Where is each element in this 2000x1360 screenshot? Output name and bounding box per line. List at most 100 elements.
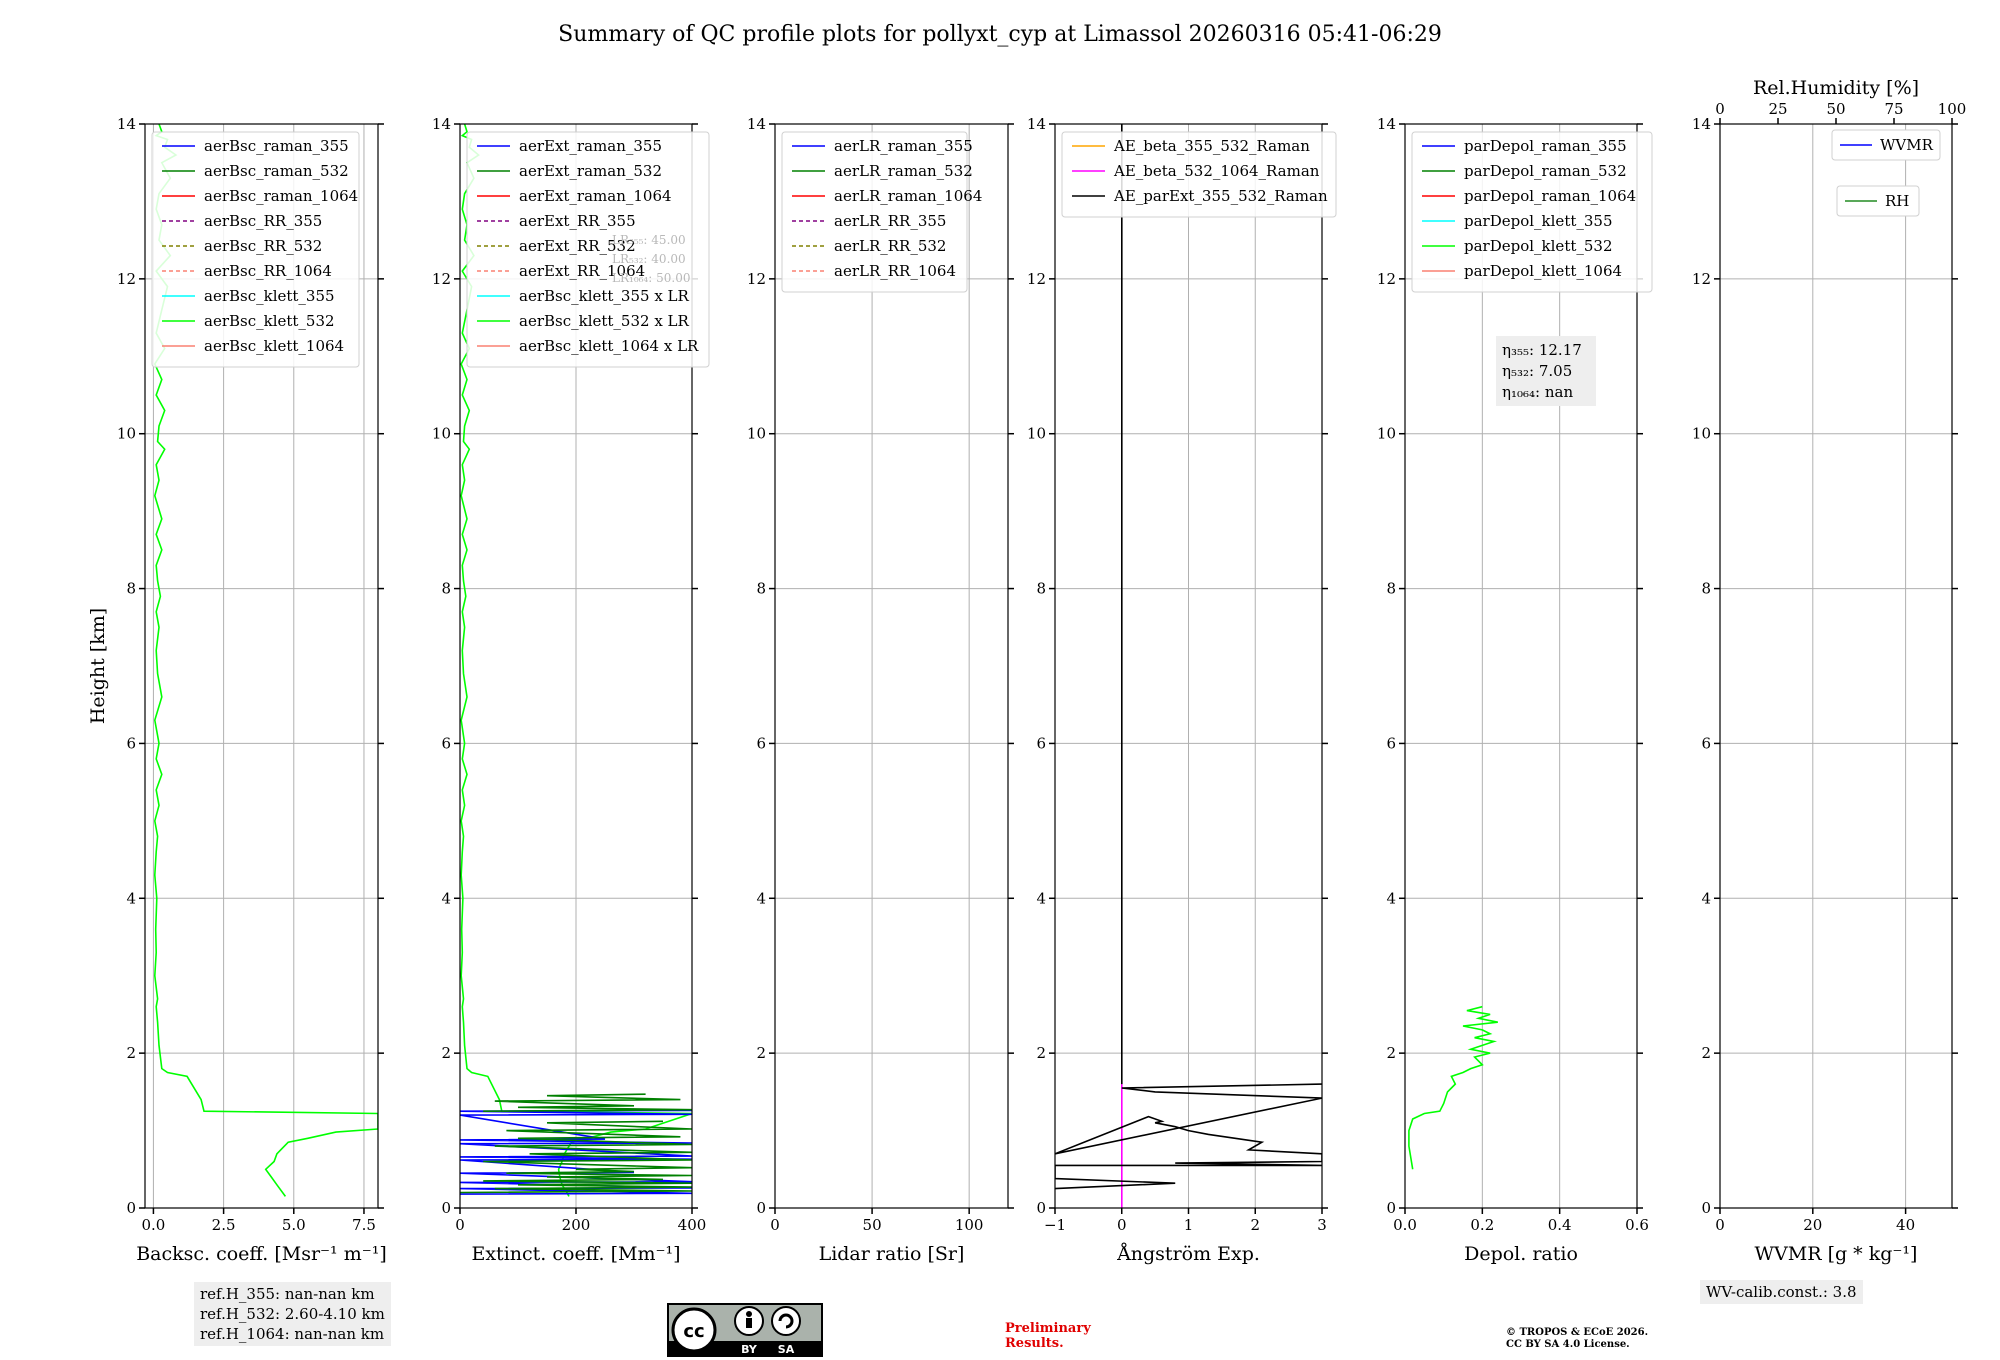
x-tick-label: 0.6 [1625, 1216, 1649, 1234]
y-tick-label: 6 [126, 734, 136, 752]
y-tick-label: 10 [1027, 425, 1046, 443]
legend-label: aerExt_RR_355 [519, 212, 636, 230]
series-line-aerExt_raman_532_upper [483, 1093, 692, 1112]
legend-label: aerBsc_RR_355 [204, 212, 322, 230]
legend-label: aerBsc_klett_355 [204, 287, 335, 305]
y-tick-label: 10 [1692, 425, 1711, 443]
legend-label: aerBsc_raman_355 [204, 137, 349, 155]
legend-label: aerBsc_klett_532 x LR [519, 312, 690, 330]
y-tick-label: 2 [1701, 1044, 1711, 1062]
ref-height-1064: ref.H_1064: nan-nan km [200, 1325, 385, 1343]
legend-box [1061, 131, 1337, 218]
y-tick-label: 8 [126, 580, 136, 598]
legend-label: aerBsc_RR_532 [204, 237, 322, 255]
legend-label: aerExt_raman_1064 [519, 187, 672, 205]
y-tick-label: 4 [756, 889, 766, 907]
share-alike-icon [771, 1306, 801, 1336]
x-tick-label: 200 [562, 1216, 591, 1234]
x-axis-label: Extinct. coeff. [Mm⁻¹] [471, 1243, 680, 1265]
legend: aerBsc_raman_355 aerBsc_raman_532 aerBsc_r… [151, 131, 360, 368]
y-tick-label: 2 [1386, 1044, 1396, 1062]
legend-label: parDepol_klett_355 [1464, 212, 1613, 230]
y-tick-label: 4 [441, 889, 451, 907]
y-tick-label: 4 [1701, 889, 1711, 907]
y-tick-label: 12 [1377, 270, 1396, 288]
legend-label: aerBsc_klett_1064 [204, 337, 344, 355]
legend-label: aerExt_RR_1064 [519, 262, 645, 280]
y-tick-label: 14 [1692, 115, 1711, 133]
x-tick-label: 2 [1250, 1216, 1260, 1234]
y-tick-label: 8 [756, 580, 766, 598]
by-label: BY [741, 1343, 758, 1356]
preliminary-line-2: Results. [1005, 1336, 1064, 1351]
legend: AE_beta_355_532_Raman AE_beta_532_1064_Ra… [1061, 131, 1337, 218]
legend-box [1411, 131, 1653, 293]
legend-label: parDepol_raman_1064 [1464, 187, 1636, 205]
legend-label: aerLR_RR_1064 [834, 262, 956, 280]
x-tick-label: 0.0 [1393, 1216, 1417, 1234]
legend-label: aerExt_raman_355 [519, 137, 662, 155]
y-tick-label: 14 [747, 115, 766, 133]
y-tick-label: 10 [1377, 425, 1396, 443]
ref-height-355: ref.H_355: nan-nan km [200, 1285, 375, 1303]
y-tick-label: 0 [126, 1199, 136, 1217]
y-tick-label: 10 [117, 425, 136, 443]
y-tick-label: 0 [1036, 1199, 1046, 1217]
top-x-tick-label: 50 [1826, 100, 1845, 118]
legend-label: parDepol_klett_1064 [1464, 262, 1622, 280]
legend: aerLR_raman_355 aerLR_raman_532 aerLR_rama… [781, 131, 982, 293]
y-tick-label: 10 [432, 425, 451, 443]
y-tick-label: 0 [1386, 1199, 1396, 1217]
x-axis-label: WVMR [g * kg⁻¹] [1755, 1243, 1918, 1265]
axes-frame [1404, 123, 1638, 1209]
eta-annotation: η₁₀₆₄: nan [1502, 383, 1573, 401]
legend-label: parDepol_raman_355 [1464, 137, 1627, 155]
y-tick-label: 0 [756, 1199, 766, 1217]
series-group [1055, 124, 1322, 1208]
x-tick-label: 400 [678, 1216, 707, 1234]
top-x-axis-label: Rel.Humidity [%] [1753, 77, 1919, 99]
legend-label: WVMR [1880, 136, 1934, 154]
preliminary-note: Preliminary Results. [1005, 1321, 1091, 1351]
eta-box [1496, 336, 1596, 406]
panel-lr: 0 50 100 0 2 4 6 8 10 12 14 Lidar ratio [Sr] aerLR_r… [747, 115, 1014, 1265]
top-x-tick-label: 25 [1768, 100, 1787, 118]
top-x-tick-label: 0 [1715, 100, 1725, 118]
y-tick-label: 6 [1701, 734, 1711, 752]
panel-ext: 0 200 400 0 2 4 6 8 10 12 14 Extinct. coeff. [Mm⁻¹]… [432, 115, 710, 1265]
legend-label: aerBsc_klett_532 [204, 312, 335, 330]
y-tick-label: 2 [441, 1044, 451, 1062]
x-tick-label: 40 [1896, 1216, 1915, 1234]
legend-label: aerBsc_raman_532 [204, 162, 349, 180]
wv-calib-box: WV-calib.const.: 3.8 [1700, 1280, 1863, 1304]
x-tick-label: 0.4 [1548, 1216, 1572, 1234]
x-axis-label: Lidar ratio [Sr] [819, 1243, 965, 1265]
x-axis-label: Ångström Exp. [1116, 1243, 1260, 1265]
top-x-tick-label: 75 [1884, 100, 1903, 118]
legend-label: aerExt_raman_532 [519, 162, 662, 180]
y-tick-label: 12 [747, 270, 766, 288]
y-tick-label: 2 [126, 1044, 136, 1062]
x-tick-label: 0 [1715, 1216, 1725, 1234]
legend-label: AE_parExt_355_532_Raman [1113, 187, 1328, 205]
y-tick-label: 2 [756, 1044, 766, 1062]
panel-dep: 0.0 0.2 0.4 0.6 0 2 4 6 8 10 12 14 Depol. ratio parDe… [1377, 115, 1653, 1265]
cc-icon-label: cc [683, 1321, 704, 1342]
eta-annotation: η₃₅₅: 12.17 [1502, 341, 1582, 359]
x-tick-label: 0.0 [141, 1216, 165, 1234]
x-tick-label: 0.2 [1470, 1216, 1494, 1234]
x-tick-label: 0 [1117, 1216, 1127, 1234]
x-tick-label: 5.0 [282, 1216, 306, 1234]
legend-label: aerLR_RR_355 [834, 212, 946, 230]
x-axis-label: Depol. ratio [1464, 1243, 1578, 1265]
y-tick-label: 4 [1036, 889, 1046, 907]
cc-icon [671, 1307, 717, 1353]
legend-label: aerLR_raman_1064 [834, 187, 982, 205]
legend-box [466, 131, 710, 368]
y-tick-label: 12 [1692, 270, 1711, 288]
x-tick-label: 100 [955, 1216, 984, 1234]
panel-wv: 0 20 40 0 2 4 6 8 10 12 14 WVMR [g * kg⁻¹] 0 25 50 75 10… [1692, 77, 1966, 1265]
y-tick-label: 14 [432, 115, 451, 133]
